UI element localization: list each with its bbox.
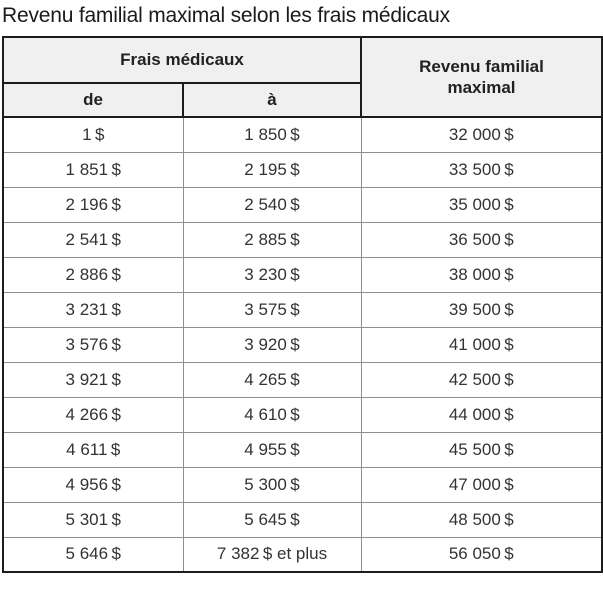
table-row: 4 956 $ 5 300 $ 47 000 $ (2, 466, 603, 503)
cell-revenu: 42 500 $ (360, 361, 603, 398)
table-row: 3 921 $ 4 265 $ 42 500 $ (2, 361, 603, 398)
cell-revenu: 45 500 $ (360, 431, 603, 468)
table-row: 5 301 $ 5 645 $ 48 500 $ (2, 501, 603, 538)
header-a: à (182, 82, 362, 118)
cell-de: 2 196 $ (2, 186, 184, 223)
cell-a: 4 955 $ (182, 431, 362, 468)
cell-a: 1 850 $ (182, 116, 362, 153)
cell-a: 2 195 $ (182, 151, 362, 188)
table-row: 2 541 $ 2 885 $ 36 500 $ (2, 221, 603, 258)
page-title: Revenu familial maximal selon les frais … (2, 4, 450, 27)
cell-a: 5 300 $ (182, 466, 362, 503)
cell-revenu: 35 000 $ (360, 186, 603, 223)
table-row: 3 231 $ 3 575 $ 39 500 $ (2, 291, 603, 328)
cell-de: 1 $ (2, 116, 184, 153)
cell-revenu: 44 000 $ (360, 396, 603, 433)
cell-revenu: 56 050 $ (360, 536, 603, 573)
page: Revenu familial maximal selon les frais … (0, 3, 603, 573)
cell-de: 1 851 $ (2, 151, 184, 188)
header-sub-row: de à (2, 82, 602, 118)
table-body: 1 $ 1 850 $ 32 000 $ 1 851 $ 2 195 $ 33 … (2, 116, 603, 573)
cell-a: 3 575 $ (182, 291, 362, 328)
table-row: 4 611 $ 4 955 $ 45 500 $ (2, 431, 603, 468)
cell-revenu: 39 500 $ (360, 291, 603, 328)
cell-revenu: 41 000 $ (360, 326, 603, 363)
cell-a: 2 885 $ (182, 221, 362, 258)
header-de: de (2, 82, 184, 118)
table-header: Frais médicaux Revenu familial maximal d… (2, 36, 603, 118)
cell-a: 7 382 $ et plus (182, 536, 362, 573)
cell-de: 5 646 $ (2, 536, 184, 573)
cell-revenu: 36 500 $ (360, 221, 603, 258)
header-revenu-label: Revenu familial maximal (419, 57, 544, 97)
cell-de: 4 611 $ (2, 431, 184, 468)
header-frais-medicaux: Frais médicaux (2, 36, 362, 84)
cell-de: 3 231 $ (2, 291, 184, 328)
cell-revenu: 33 500 $ (360, 151, 603, 188)
cell-de: 4 956 $ (2, 466, 184, 503)
cell-revenu: 32 000 $ (360, 116, 603, 153)
cell-de: 2 886 $ (2, 256, 184, 293)
header-group-row: Frais médicaux Revenu familial maximal (2, 36, 603, 118)
table-row: 2 196 $ 2 540 $ 35 000 $ (2, 186, 603, 223)
cell-de: 3 576 $ (2, 326, 184, 363)
cell-de: 3 921 $ (2, 361, 184, 398)
cell-revenu: 48 500 $ (360, 501, 603, 538)
table-row: 1 851 $ 2 195 $ 33 500 $ (2, 151, 603, 188)
header-revenu-familial-maximal: Revenu familial maximal (360, 36, 603, 118)
table-row: 5 646 $ 7 382 $ et plus 56 050 $ (2, 536, 603, 573)
table-row: 2 886 $ 3 230 $ 38 000 $ (2, 256, 603, 293)
cell-a: 5 645 $ (182, 501, 362, 538)
cell-revenu: 47 000 $ (360, 466, 603, 503)
cell-a: 3 920 $ (182, 326, 362, 363)
cell-de: 5 301 $ (2, 501, 184, 538)
cell-a: 4 265 $ (182, 361, 362, 398)
table-row: 1 $ 1 850 $ 32 000 $ (2, 116, 603, 153)
cell-de: 2 541 $ (2, 221, 184, 258)
table-row: 4 266 $ 4 610 $ 44 000 $ (2, 396, 603, 433)
cell-revenu: 38 000 $ (360, 256, 603, 293)
cell-a: 4 610 $ (182, 396, 362, 433)
medical-expenses-income-table: Frais médicaux Revenu familial maximal d… (2, 36, 603, 573)
cell-a: 2 540 $ (182, 186, 362, 223)
cell-de: 4 266 $ (2, 396, 184, 433)
table-row: 3 576 $ 3 920 $ 41 000 $ (2, 326, 603, 363)
cell-a: 3 230 $ (182, 256, 362, 293)
